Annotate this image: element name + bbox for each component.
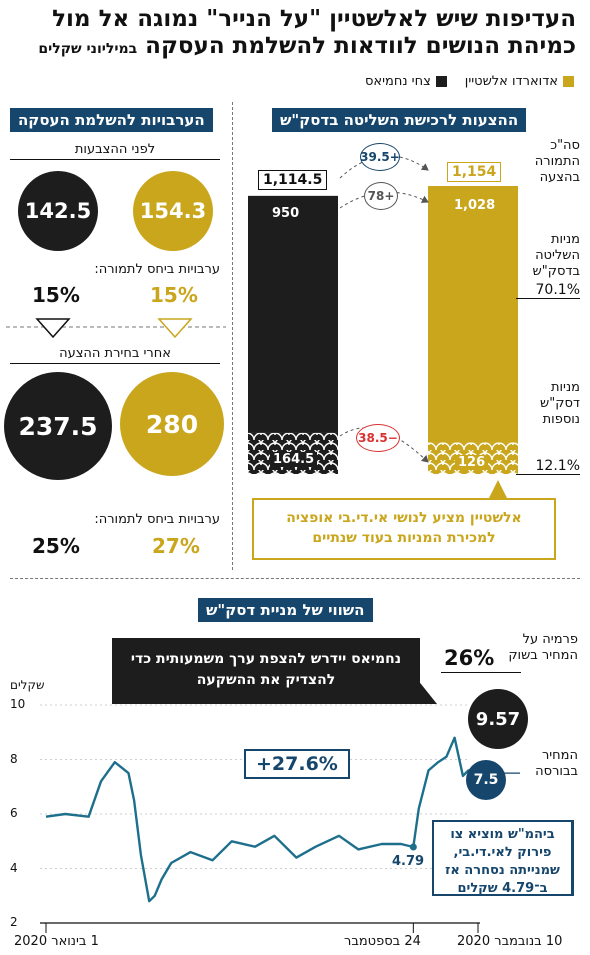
title-unit: במיליוני שקלים — [38, 41, 138, 57]
blue-callout: ביהמ"ש מוציא צו פירוק לאי.די.בי, שמנייתה… — [432, 820, 574, 896]
extra-pct: 12.1% — [516, 458, 580, 475]
legend: אדוארדו אלשטיין צחי נחמיאס — [365, 74, 574, 89]
dark-control-label: 950 — [272, 206, 300, 221]
title-line-2: כמיהת הנושים לוודאות להשלמת העסקה במיליו… — [10, 33, 576, 63]
y-tick-label: 2 — [10, 915, 18, 929]
control-pct: 70.1% — [516, 282, 580, 299]
after-dark-pct: 25% — [32, 534, 80, 558]
after-dark-circle: 237.5 — [4, 372, 112, 480]
offers-chart — [248, 155, 518, 474]
y-axis-label: שקלים — [10, 678, 45, 692]
premium-label: פרמיה על המחיר בשוק — [508, 632, 578, 663]
before-gold-circle: 154.3 — [133, 171, 213, 251]
y-tick-label: 6 — [10, 806, 18, 820]
guarantees-heading: הערבויות להשלמת העסקה — [10, 108, 213, 132]
legend-dark-swatch — [435, 76, 447, 87]
dark-total-label: 1,114.5 — [258, 170, 328, 190]
dark-extra-label: 164.5 — [270, 452, 318, 467]
bar-dark-control — [248, 195, 338, 433]
total-row-label: סה"כ התמורה בהצעה — [534, 138, 580, 185]
low-point-marker — [409, 843, 417, 851]
after-gold-circle: 280 — [120, 372, 224, 476]
gold-total-label: 1,154 — [447, 162, 502, 182]
legend-gold: אדוארדו אלשטיין — [465, 74, 574, 89]
diff-control-badge: +78 — [364, 182, 398, 210]
before-dark-circle: 142.5 — [18, 171, 98, 251]
offers-heading: ההצעות לרכישת השליטה בדסק"ש — [272, 108, 527, 132]
stock-heading: השווי של מניית דסק"ש — [198, 598, 373, 622]
market-label: המחיר בבורסה — [535, 748, 578, 779]
legend-gold-swatch — [563, 76, 574, 87]
implied-value-circle: 9.57 — [468, 689, 528, 749]
y-tick-label: 4 — [10, 860, 18, 875]
y-tick-label: 10 — [10, 697, 26, 711]
gain-badge: +27.6% — [244, 749, 350, 779]
title-line-2-text: כמיהת הנושים לוודאות להשלמת העסקה — [145, 33, 576, 59]
gold-callout-pointer — [488, 480, 508, 500]
section-divider-horizontal — [10, 578, 580, 579]
extra-row-label: מניות דסק"ש נוספות — [540, 380, 580, 427]
dark-down-arrow-icon — [35, 318, 71, 339]
page-title: העדיפות שיש לאלשטיין "על הנייר" נמוגה אל… — [10, 6, 576, 63]
after-label: אחרי בחירת ההצעה — [10, 346, 220, 364]
transition-arrows — [6, 318, 226, 339]
premium-pct: 26% — [444, 646, 495, 670]
gold-extra-label: 126 — [455, 455, 489, 470]
dark-callout-pointer — [405, 664, 437, 704]
x-label-sep: 24 בספטמבר — [344, 934, 421, 949]
gold-callout: אלשטיין מציע לנושי אי.די.בי אופציה למכיר… — [252, 498, 556, 560]
gold-control-label: 1,028 — [454, 198, 496, 213]
x-label-jan: 1 בינואר 2020 — [14, 934, 99, 949]
x-label-nov: 10 בנובמבר 2020 — [457, 934, 563, 949]
current-value-circle: 7.5 — [466, 760, 506, 800]
section-divider-vertical — [232, 102, 233, 570]
diff-total-badge: +39.5 — [360, 143, 400, 171]
legend-gold-label: אדוארדו אלשטיין — [464, 74, 558, 89]
before-label: לפני ההצבעות — [10, 142, 220, 160]
low-value-label: 4.79 — [392, 854, 425, 869]
before-gold-pct: 15% — [150, 283, 198, 307]
gold-down-arrow-icon — [157, 318, 193, 339]
after-gold-pct: 27% — [152, 534, 200, 558]
premium-underline — [441, 672, 521, 673]
y-tick-label: 8 — [10, 751, 18, 766]
dark-callout: נחמיאס יידרש להצפת ערך משמעותית כדי להצד… — [112, 638, 420, 704]
before-ratio-label: ערבויות ביחס לתמורה: — [94, 262, 220, 277]
legend-dark-label: צחי נחמיאס — [364, 74, 431, 89]
control-row-label: מניות השליטה בדסק"ש — [532, 232, 580, 279]
diff-extra-badge: −38.5 — [356, 424, 400, 452]
title-line-1: העדיפות שיש לאלשטיין "על הנייר" נמוגה אל… — [52, 6, 576, 32]
after-ratio-label: ערבויות ביחס לתמורה: — [94, 512, 220, 527]
stock-price-line — [45, 736, 479, 903]
before-dark-pct: 15% — [32, 283, 80, 307]
legend-dark: צחי נחמיאס — [365, 74, 447, 89]
bar-gold-control — [428, 186, 518, 443]
